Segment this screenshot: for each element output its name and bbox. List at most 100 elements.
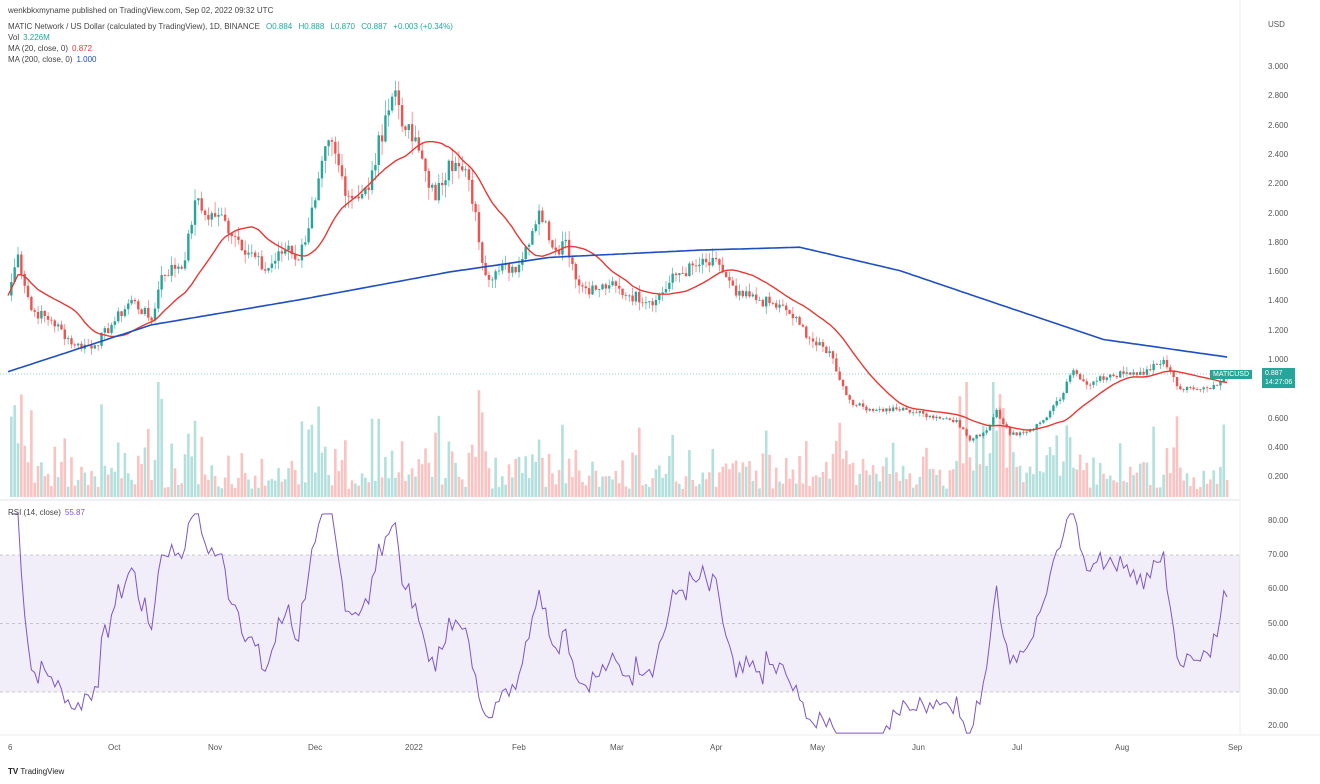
candle-body <box>728 277 731 281</box>
candle-body <box>30 296 33 311</box>
candle-body <box>754 294 758 301</box>
ma200-legend[interactable]: MA (200, close, 0) 1.000 <box>8 55 97 64</box>
price-tick: 0.600 <box>1268 413 1289 423</box>
candle-body <box>497 270 501 272</box>
candle-body <box>113 321 117 325</box>
candle-body <box>117 311 120 322</box>
volume-bar <box>504 484 507 497</box>
volume-bar <box>377 418 381 497</box>
volume-bar <box>183 454 187 497</box>
candle-body <box>193 200 197 225</box>
symbol-legend: MATIC Network / US Dollar (calculated by… <box>8 22 453 31</box>
price-tick: 1.400 <box>1268 296 1289 306</box>
candle-body <box>524 246 527 260</box>
candle-body <box>1025 431 1028 433</box>
candle-body <box>544 221 547 223</box>
candle-body <box>1085 381 1089 385</box>
candle-body <box>334 141 337 154</box>
volume-bar <box>627 488 631 497</box>
candle-body <box>761 299 765 307</box>
vol-label: Vol <box>8 33 20 42</box>
volume-bar <box>250 488 254 497</box>
candle-body <box>243 250 247 255</box>
time-tick: 6 <box>8 743 13 752</box>
candle-body <box>567 239 571 258</box>
candle-body <box>1078 373 1082 380</box>
candle-body <box>230 233 233 237</box>
volume-bar <box>400 441 404 497</box>
candle-body <box>217 214 220 217</box>
volume-bar <box>56 477 60 497</box>
volume-bar <box>324 446 327 497</box>
volume-bar <box>1118 443 1122 497</box>
volume-legend[interactable]: Vol 3.226M <box>8 33 50 42</box>
volume-bar <box>825 461 828 497</box>
volume-bar <box>73 485 77 497</box>
candle-body <box>1152 363 1155 371</box>
volume-bar <box>624 486 628 497</box>
candle-body <box>63 329 66 340</box>
volume-bar <box>524 456 527 497</box>
candle-body <box>805 326 808 338</box>
volume-bar <box>992 382 995 497</box>
volume-bar <box>454 462 457 497</box>
candle-body <box>387 110 390 116</box>
candle-body <box>835 358 838 372</box>
volume-bar <box>975 436 978 497</box>
volume-bar <box>136 455 140 497</box>
volume-bar <box>1075 469 1079 497</box>
rsi-tick: 80.00 <box>1268 515 1289 525</box>
volume-bar <box>851 462 855 497</box>
volume-bar <box>480 412 484 497</box>
volume-bar <box>1225 479 1229 497</box>
candle-body <box>263 269 267 271</box>
candle-body <box>1135 372 1139 375</box>
volume-bar <box>1112 480 1115 497</box>
candle-body <box>494 271 497 280</box>
candle-body <box>905 407 908 410</box>
volume-bar <box>320 452 324 497</box>
volume-bar <box>527 478 531 497</box>
candle-body <box>962 427 965 430</box>
volume-bar <box>521 473 524 497</box>
candle-body <box>384 115 387 142</box>
candle-body <box>621 288 624 296</box>
volume-bar <box>911 487 915 497</box>
candle-body <box>307 228 310 243</box>
volume-bar <box>277 467 280 497</box>
candle-body <box>397 90 400 106</box>
candle-body <box>300 244 304 261</box>
candle-body <box>1159 364 1162 365</box>
candle-body <box>407 124 410 130</box>
volume-bar <box>86 484 90 497</box>
volume-bar <box>855 484 858 497</box>
volume-bar <box>470 444 474 497</box>
candle-body <box>123 309 127 317</box>
volume-bar <box>801 483 805 497</box>
volume-bar <box>814 475 818 497</box>
candle-body <box>778 304 781 308</box>
candle-body <box>96 345 100 347</box>
candle-body <box>1139 371 1142 375</box>
volume-bar <box>718 472 721 497</box>
candle-body <box>838 371 841 380</box>
candle-body <box>584 286 588 289</box>
candle-body <box>698 264 701 267</box>
symbol-title[interactable]: MATIC Network / US Dollar (calculated by… <box>8 22 260 31</box>
volume-bar <box>440 484 444 497</box>
rsi-legend[interactable]: RSI (14, close) 55.87 <box>8 508 85 517</box>
tradingview-logo[interactable]: TV TradingView <box>8 767 64 776</box>
volume-bar <box>507 464 511 497</box>
candle-body <box>1035 424 1038 430</box>
volume-bar <box>180 483 183 497</box>
candle-body <box>1095 380 1099 382</box>
volume-bar <box>1068 437 1072 497</box>
candle-body <box>654 299 658 306</box>
candle-body <box>992 417 995 425</box>
volume-bar <box>751 480 755 497</box>
volume-bar <box>564 483 568 497</box>
volume-bar <box>708 472 711 497</box>
candle-body <box>247 252 250 255</box>
ma20-legend[interactable]: MA (20, close, 0) 0.872 <box>8 44 92 53</box>
